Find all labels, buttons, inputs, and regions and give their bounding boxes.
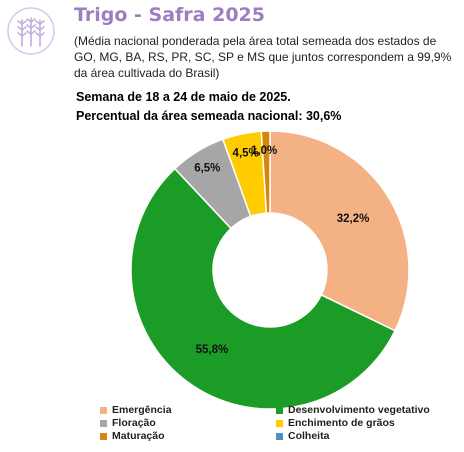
legend-swatch bbox=[276, 419, 283, 427]
percent-area-label: Percentual da área semeada nacional: 30,… bbox=[76, 109, 342, 123]
legend-item: Enchimento de grãos bbox=[276, 417, 456, 429]
slice-emerg-ncia bbox=[269, 130, 410, 332]
chart-title: Trigo - Safra 2025 bbox=[74, 4, 265, 26]
legend-item: Desenvolvimento vegetativo bbox=[276, 404, 456, 416]
legend-item: Colheita bbox=[276, 430, 456, 442]
week-label: Semana de 18 a 24 de maio de 2025. bbox=[76, 90, 291, 104]
data-label-emerg-ncia: 32,2% bbox=[337, 213, 370, 225]
wheat-logo-icon bbox=[7, 7, 55, 55]
chart-legend: Emergência Desenvolvimento vegetativo Flor… bbox=[100, 404, 460, 442]
data-label-enchimento-de-gr-os: 4,5% bbox=[233, 147, 259, 159]
legend-label: Desenvolvimento vegetativo bbox=[288, 404, 430, 416]
legend-label: Maturação bbox=[112, 430, 165, 442]
data-label-desenvolvimento-vegetativo: 55,8% bbox=[196, 344, 229, 356]
legend-label: Emergência bbox=[112, 404, 172, 416]
legend-item: Maturação bbox=[100, 430, 276, 442]
legend-label: Floração bbox=[112, 417, 156, 429]
legend-swatch bbox=[100, 419, 107, 427]
legend-label: Enchimento de grãos bbox=[288, 417, 395, 429]
legend-swatch bbox=[100, 406, 107, 414]
legend-label: Colheita bbox=[288, 430, 330, 442]
slice-desenvolvimento-vegetativo bbox=[130, 167, 397, 410]
legend-item: Emergência bbox=[100, 404, 276, 416]
legend-swatch bbox=[276, 432, 283, 440]
chart-subtitle: (Média nacional ponderada pela área tota… bbox=[74, 34, 452, 80]
data-label-flora-o: 6,5% bbox=[194, 163, 220, 175]
slice-matura-o bbox=[260, 130, 271, 214]
legend-swatch bbox=[276, 406, 283, 414]
data-label-matura-o: 1,0% bbox=[251, 145, 277, 157]
legend-swatch bbox=[100, 432, 107, 440]
legend-item: Floração bbox=[100, 417, 276, 429]
